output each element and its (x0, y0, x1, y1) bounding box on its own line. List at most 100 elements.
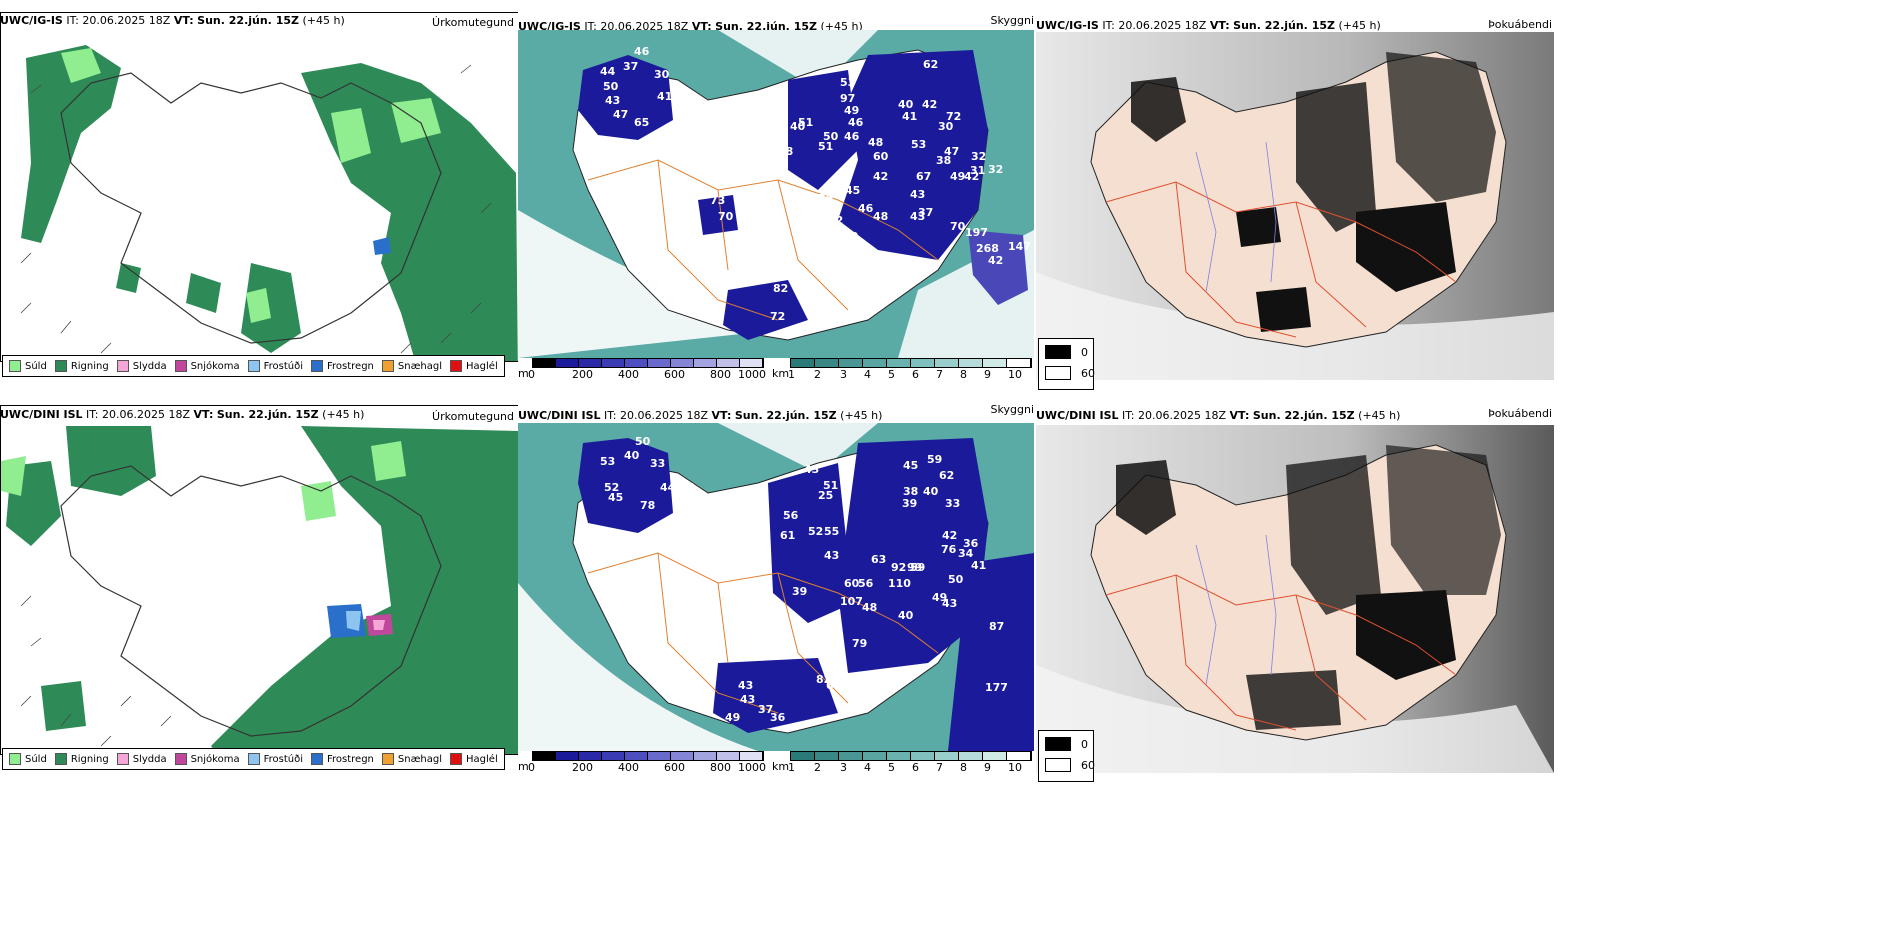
cloud-base-label: 39 (792, 585, 807, 598)
cloud-base-label: 53 (840, 76, 855, 89)
cloud-base-label: 42 (873, 170, 888, 183)
cloud-base-label: 147 (1008, 240, 1031, 253)
legend-item: Frostúði (247, 753, 303, 765)
cloud-base-label: 70 (718, 210, 734, 223)
panel-visibility-dini: UWC/DINI ISL IT: 20.06.2025 18Z VT: Sun.… (518, 403, 1034, 777)
cloud-base-label: 37 (678, 92, 693, 105)
cloud-base-label: 43 (910, 188, 925, 201)
cloud-base-label: 48 (873, 210, 888, 223)
legend-item: Frostregn (311, 360, 374, 372)
panel-name: Þokuábendi (1488, 407, 1552, 420)
cloud-base-label: 43 (910, 210, 925, 223)
cloud-base-label: 65 (634, 116, 649, 129)
panel-title: UWC/IG-IS IT: 20.06.2025 18Z VT: Sun. 22… (0, 14, 345, 27)
cloud-base-label: 50 (948, 573, 964, 586)
precip-drizzle-areas (1, 441, 406, 521)
cloud-base-label: 40 (923, 485, 939, 498)
cloud-base-label: 67 (916, 170, 931, 183)
legend-item: Snjókoma (174, 360, 240, 372)
cloud-base-label: 42 (964, 170, 979, 183)
ceiling-colorbar: m 0 200 400 600 800 1000 (518, 358, 768, 384)
legend-item: Frostregn (311, 753, 374, 765)
panel-name: Skyggni (990, 403, 1034, 416)
map-precip (0, 12, 519, 362)
cloud-base-label: 46 (844, 130, 860, 143)
panel-fog-ig: UWC/IG-IS IT: 20.06.2025 18Z VT: Sun. 22… (1036, 12, 1554, 390)
cloud-base-label: 36 (770, 711, 786, 724)
cloud-base-label: 55 (824, 525, 839, 538)
legend-item: Súld (9, 753, 47, 765)
cloud-base-label: 46 (858, 202, 874, 215)
cloud-base-label: 59 (927, 453, 942, 466)
cloud-base-label: 60 (844, 577, 860, 590)
cloud-base-label: 76 (941, 543, 957, 556)
cloud-base-label: 43 (804, 463, 819, 476)
cloud-base-label: 43 (824, 549, 839, 562)
map-fog (1036, 425, 1554, 773)
cloud-base-label: 39 (902, 497, 917, 510)
legend-item: Frostúði (247, 360, 303, 372)
cloud-base-label: 43 (942, 597, 957, 610)
cloud-base-label: 60 (826, 679, 842, 692)
cloud-base-label: 39 (680, 481, 695, 494)
panel-title: UWC/IG-IS IT: 20.06.2025 18Z VT: Sun. 22… (1036, 19, 1381, 32)
cloud-base-label: 40 (898, 98, 914, 111)
cloud-base-label: 79 (852, 637, 867, 650)
legend-item: Haglél (450, 753, 498, 765)
legend-item: Súld (9, 360, 47, 372)
rivers (1195, 141, 1277, 293)
precip-rain-areas (6, 426, 518, 754)
cloud-base-label: 53 (911, 138, 926, 151)
low-ceiling-areas (578, 50, 1028, 340)
panel-title: UWC/DINI ISL IT: 20.06.2025 18Z VT: Sun.… (0, 408, 365, 421)
cloud-base-label: 50 (823, 130, 839, 143)
cloud-base-label: 78 (640, 499, 655, 512)
cloud-base-label: 30 (654, 68, 670, 81)
cloud-base-label: 41 (971, 559, 986, 572)
cloud-base-label: 25 (818, 489, 833, 502)
precip-legend: Súld Rigning Slydda Snjókoma Frostúði Fr… (2, 355, 505, 377)
cloud-base-label: 72 (946, 110, 961, 123)
legend-item: Snæhagl (381, 753, 442, 765)
cloud-base-label: 47 (818, 205, 833, 218)
cloud-base-label: 46 (848, 116, 864, 129)
cloud-base-label: 45 (845, 184, 860, 197)
cloud-base-label: 47 (944, 145, 959, 158)
cloud-base-label: 47 (613, 108, 628, 121)
cloud-base-label: 45 (608, 491, 623, 504)
cloud-base-label: 42 (942, 529, 957, 542)
cloud-base-label: 52 (604, 481, 619, 494)
rivers (1195, 534, 1277, 686)
cloud-base-label: 72 (770, 310, 785, 323)
cloud-base-label: 99 (907, 561, 922, 574)
cloud-base-label: 82 (816, 673, 831, 686)
cloud-base-label: 49 (950, 170, 965, 183)
cloud-base-label: 40 (790, 120, 806, 133)
cloud-base-label: 41 (902, 110, 917, 123)
cloud-base-label: 31 (970, 164, 985, 177)
panel-precip-ig: UWC/IG-IS IT: 20.06.2025 18Z VT: Sun. 22… (0, 12, 519, 380)
cloud-base-label: 44 (660, 481, 676, 494)
iceland-outline (60, 72, 442, 344)
legend-item: Snæhagl (381, 360, 442, 372)
cloud-base-label: 97 (840, 92, 855, 105)
cloud-base-label: 70 (950, 220, 966, 233)
map-visibility: 46 37 30 44 50 41 37 43 47 65 51 53 97 49 46 46 40 58 50 51… (518, 30, 1034, 358)
precip-drizzle-areas (61, 48, 441, 323)
cloud-base-label: 197 (965, 226, 988, 239)
cloud-base-label: 37 (758, 703, 773, 716)
cloud-base-label: 73 (710, 194, 725, 207)
panel-name: Úrkomutegund (432, 16, 514, 29)
roads (587, 552, 939, 714)
visibility-colorbar: km 1 2 3 4 5 6 7 8 9 10 (772, 751, 1034, 777)
cloud-base-label: 60 (873, 150, 889, 163)
wind-barbs (20, 595, 172, 747)
precip-legend: Súld Rigning Slydda Snjókoma Frostúði Fr… (2, 748, 505, 770)
cloud-base-label: 48 (862, 601, 877, 614)
cloud-base-label: 37 (918, 206, 933, 219)
cloud-base-label: 49 (725, 711, 740, 724)
cloud-base-label: 59 (910, 561, 925, 574)
cloud-base-label: 49 (844, 104, 859, 117)
